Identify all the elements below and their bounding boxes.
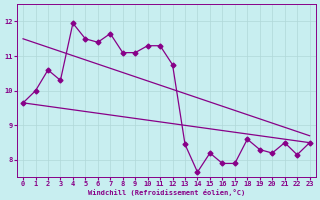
X-axis label: Windchill (Refroidissement éolien,°C): Windchill (Refroidissement éolien,°C) bbox=[88, 189, 245, 196]
